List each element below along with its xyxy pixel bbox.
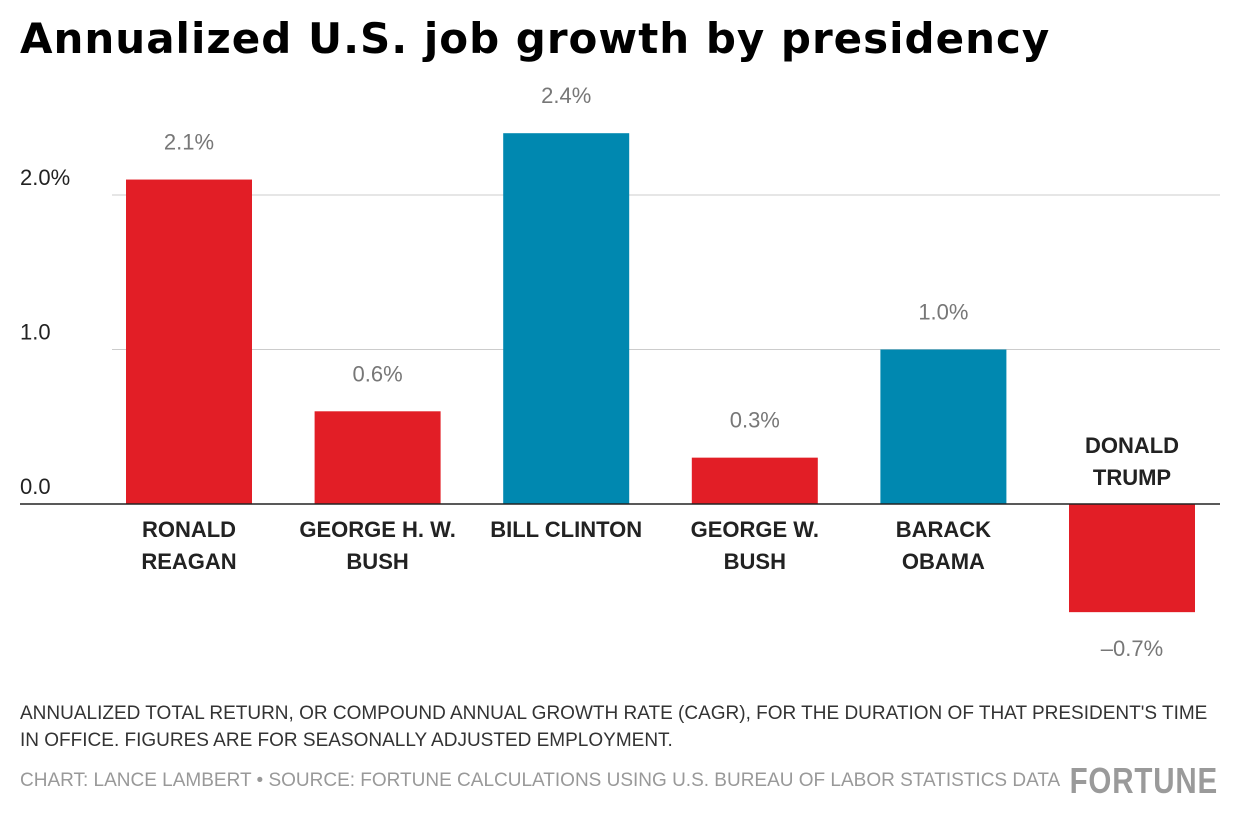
category-label: BARACK bbox=[896, 517, 991, 542]
value-label: 2.4% bbox=[541, 83, 591, 108]
value-label: 0.6% bbox=[353, 361, 403, 386]
y-tick-label: 2.0% bbox=[20, 165, 70, 190]
bar bbox=[314, 411, 441, 504]
y-tick-label: 1.0 bbox=[20, 320, 51, 345]
value-label: –0.7% bbox=[1101, 636, 1163, 661]
fortune-logo: FORTUNE bbox=[1069, 760, 1218, 801]
chart-note: ANNUALIZED TOTAL RETURN, OR COMPOUND ANN… bbox=[20, 703, 1208, 751]
value-label: 0.3% bbox=[730, 408, 780, 433]
bar bbox=[691, 457, 818, 504]
bar bbox=[503, 133, 630, 504]
value-label: 1.0% bbox=[918, 300, 968, 325]
category-label: OBAMA bbox=[902, 549, 985, 574]
category-label: TRUMP bbox=[1093, 465, 1171, 490]
chart-credit: CHART: LANCE LAMBERT • SOURCE: FORTUNE C… bbox=[20, 770, 1061, 791]
category-label: GEORGE H. W. bbox=[299, 517, 455, 542]
category-label: GEORGE W. bbox=[691, 517, 819, 542]
bar bbox=[880, 349, 1007, 504]
category-label: BUSH bbox=[724, 549, 786, 574]
category-label: BUSH bbox=[346, 549, 408, 574]
bar bbox=[1069, 504, 1195, 613]
category-label: DONALD bbox=[1085, 433, 1179, 458]
chart-title: Annualized U.S. job growth by presidency bbox=[20, 14, 1051, 63]
bar-chart: 0.0 1.0 2.0% 2.1% RONALD REAGAN 0.6% GEORGE H. … bbox=[20, 83, 1220, 661]
category-label: REAGAN bbox=[141, 549, 236, 574]
value-label: 2.1% bbox=[164, 130, 214, 155]
bar bbox=[126, 179, 252, 505]
category-label: RONALD bbox=[142, 517, 236, 542]
category-label: BILL CLINTON bbox=[490, 517, 642, 542]
y-tick-label: 0.0 bbox=[20, 474, 51, 499]
